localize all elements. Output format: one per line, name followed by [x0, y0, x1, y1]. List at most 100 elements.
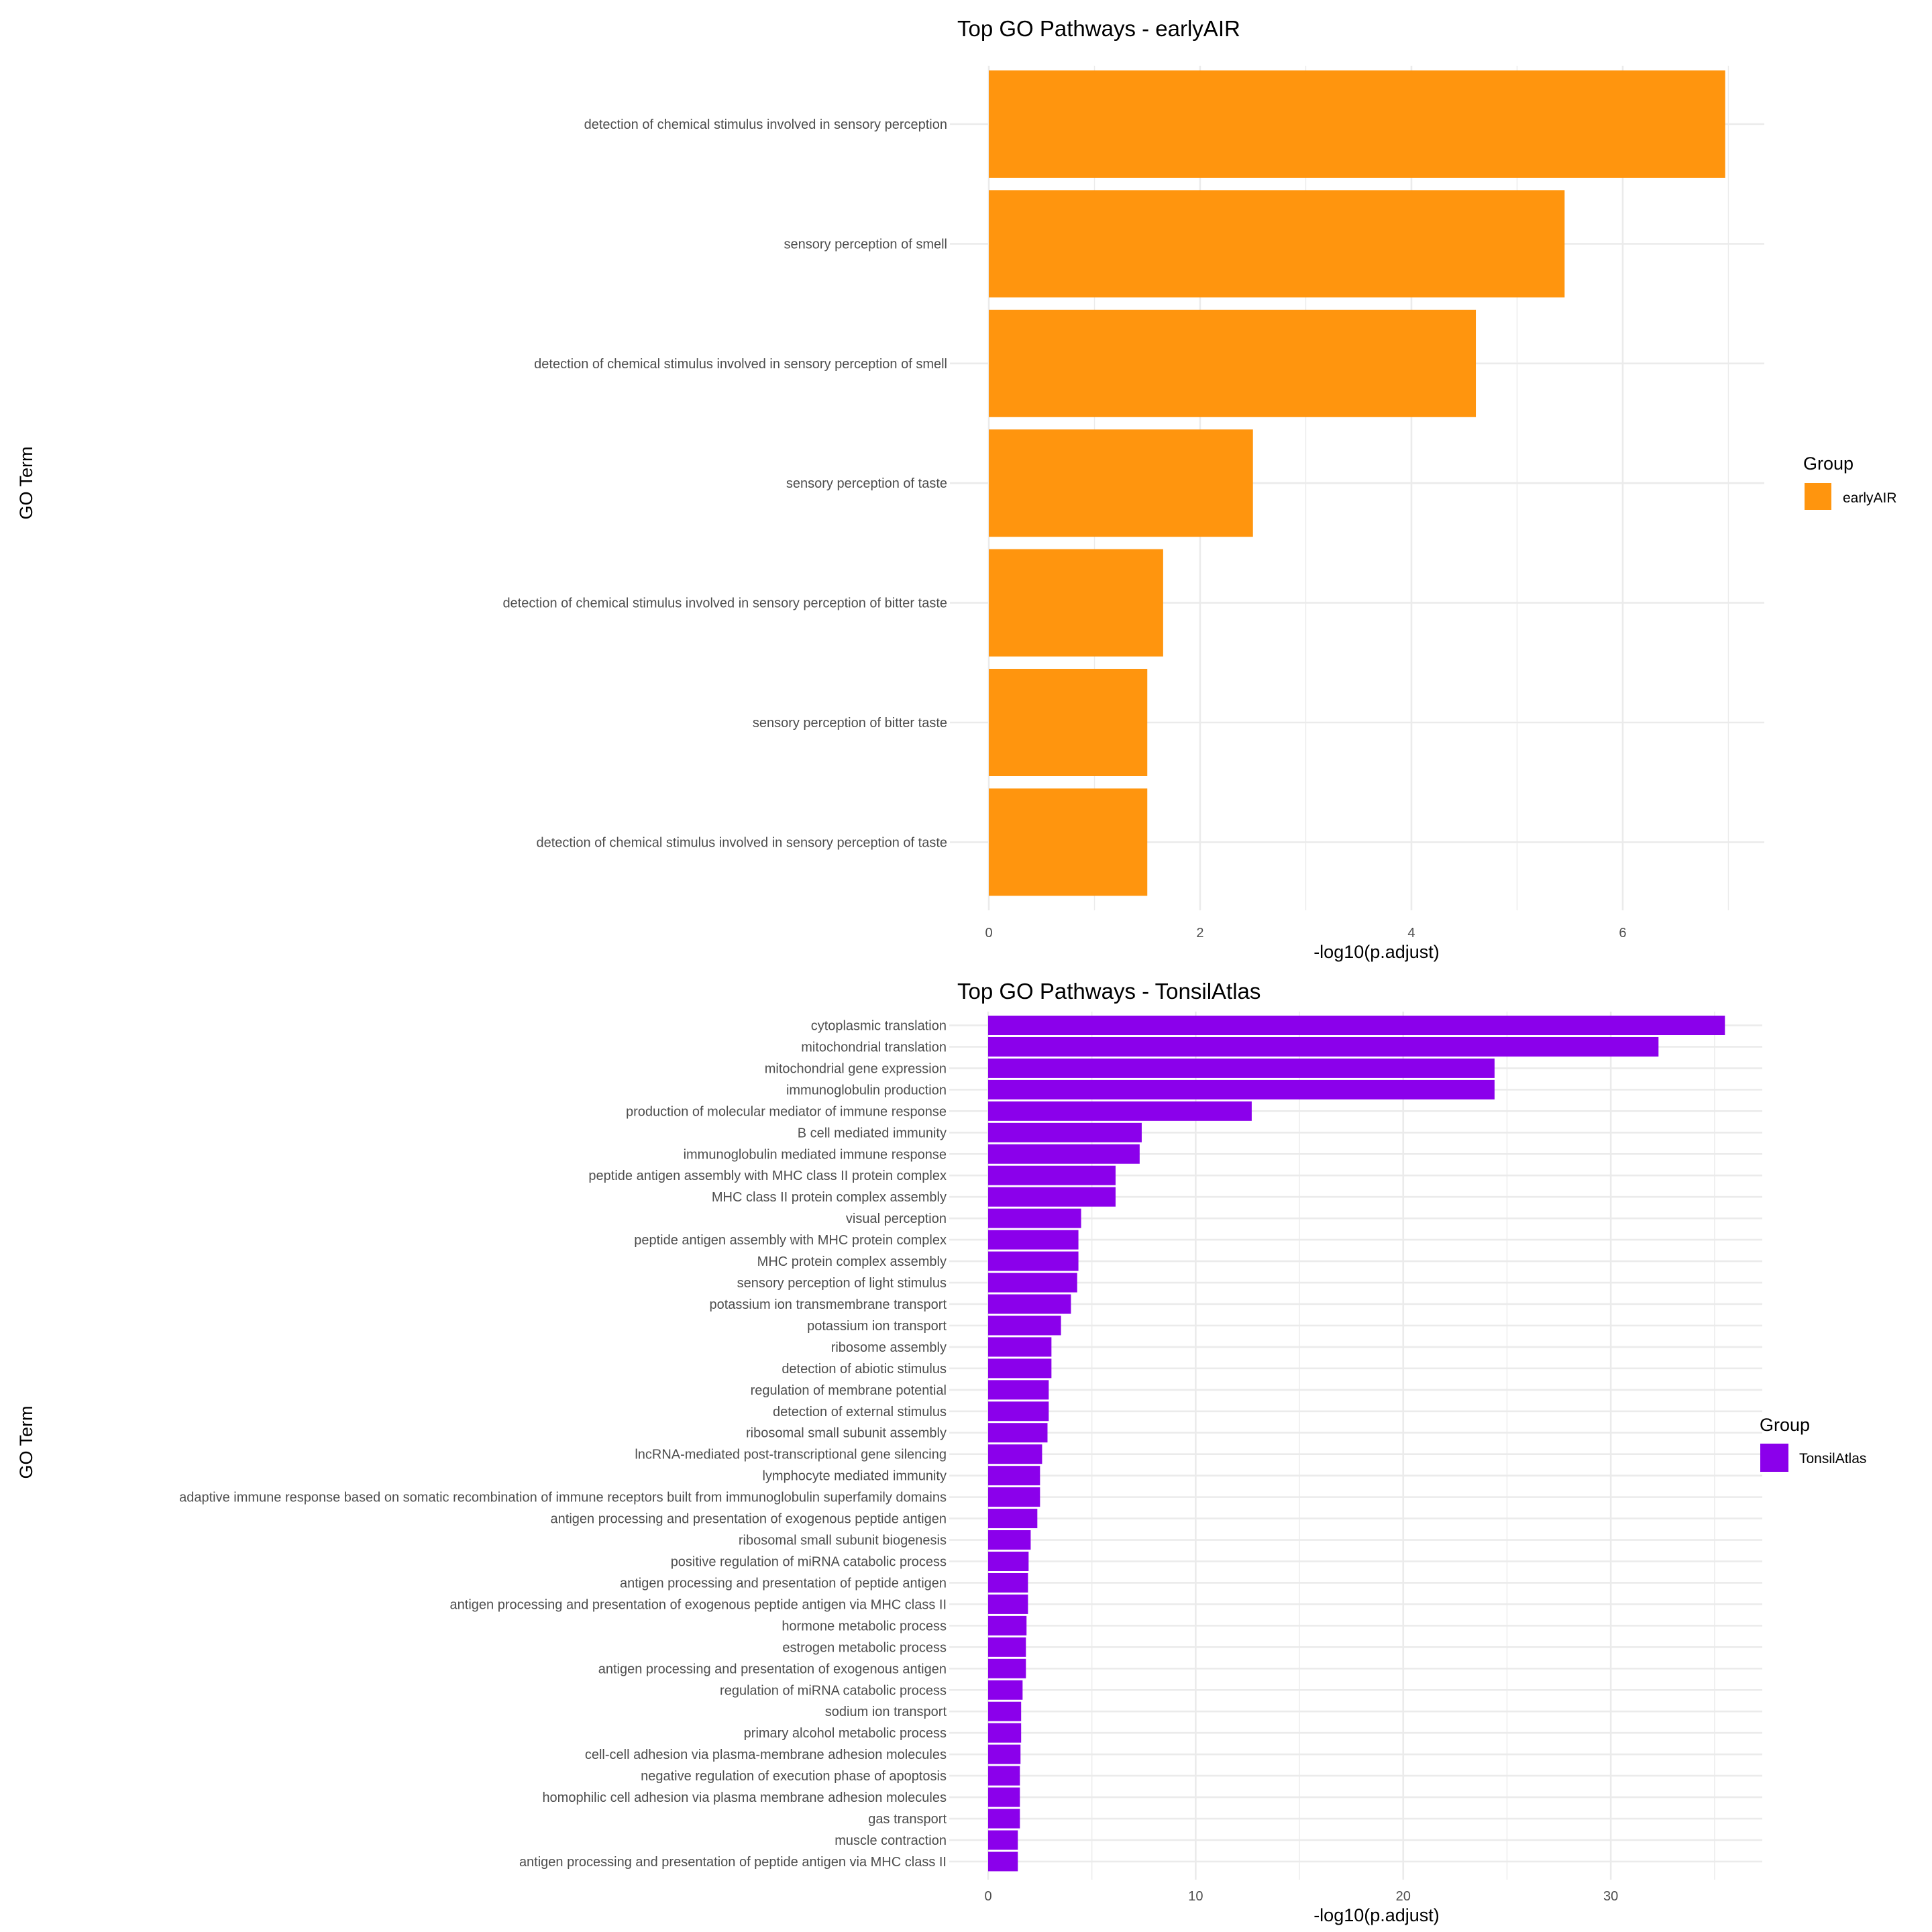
- panel-title: Top GO Pathways - TonsilAtlas: [957, 979, 1260, 1004]
- category-label: detection of external stimulus: [773, 1405, 947, 1419]
- bar: [988, 1187, 1116, 1207]
- category-label: estrogen metabolic process: [782, 1640, 947, 1655]
- bar: [988, 1680, 1023, 1700]
- category-labels: detection of chemical stimulus involved …: [502, 117, 947, 850]
- x-tick-label: 6: [1619, 926, 1626, 941]
- category-label: immunoglobulin mediated immune response: [684, 1147, 947, 1162]
- bar: [988, 1744, 1021, 1764]
- category-label: antigen processing and presentation of e…: [450, 1597, 947, 1612]
- bar: [988, 1466, 1040, 1486]
- category-label: adaptive immune response based on somati…: [179, 1491, 947, 1505]
- bar: [988, 1658, 1026, 1678]
- bar: [988, 1423, 1048, 1443]
- category-label: sensory perception of smell: [784, 237, 947, 252]
- bar: [988, 1487, 1040, 1507]
- bar: [988, 1766, 1020, 1786]
- bar: [988, 1594, 1028, 1614]
- bar: [988, 1358, 1052, 1379]
- bar: [988, 1251, 1079, 1271]
- category-label: immunoglobulin production: [786, 1083, 947, 1097]
- category-label: antigen processing and presentation of e…: [598, 1662, 947, 1676]
- category-label: negative regulation of execution phase o…: [641, 1769, 947, 1784]
- bar: [988, 1337, 1052, 1357]
- category-label: sensory perception of taste: [786, 476, 947, 491]
- legend-label-earlyair: earlyAIR: [1843, 490, 1897, 506]
- x-axis-title: -log10(p.adjust): [1313, 942, 1440, 962]
- bar: [988, 1509, 1038, 1529]
- bar: [988, 1787, 1020, 1807]
- category-label: positive regulation of miRNA catabolic p…: [671, 1555, 947, 1570]
- category-label: potassium ion transmembrane transport: [710, 1297, 947, 1312]
- category-label: sensory perception of light stimulus: [737, 1276, 947, 1291]
- bar: [989, 429, 1253, 537]
- category-label: MHC class II protein complex assembly: [712, 1190, 947, 1205]
- category-label: cell-cell adhesion via plasma-membrane a…: [585, 1748, 947, 1762]
- bar: [989, 549, 1163, 657]
- bar: [988, 1016, 1725, 1035]
- bars: [989, 70, 1725, 896]
- bar: [988, 1273, 1077, 1293]
- legend-label-tonsilatlas: TonsilAtlas: [1799, 1451, 1866, 1466]
- category-label: detection of chemical stimulus involved …: [536, 835, 947, 850]
- category-label: lncRNA-mediated post-transcriptional gen…: [635, 1448, 947, 1462]
- bars: [988, 1016, 1725, 1872]
- bar: [988, 1058, 1495, 1078]
- legend-title: Group: [1803, 453, 1854, 474]
- category-label: homophilic cell adhesion via plasma memb…: [542, 1790, 947, 1805]
- x-tick-labels: 0 2 4 6: [985, 926, 1626, 941]
- category-label: gas transport: [868, 1812, 947, 1827]
- bar: [988, 1036, 1659, 1057]
- bar: [988, 1294, 1071, 1314]
- bar: [988, 1122, 1142, 1142]
- category-label: mitochondrial gene expression: [765, 1061, 947, 1076]
- legend-key-tonsilatlas: [1760, 1444, 1788, 1472]
- bar: [988, 1208, 1081, 1228]
- bar: [988, 1615, 1027, 1635]
- bar: [989, 70, 1725, 178]
- bar: [988, 1316, 1061, 1336]
- category-label: MHC protein complex assembly: [757, 1254, 947, 1269]
- x-tick-labels: 0 10 20 30: [984, 1889, 1618, 1904]
- category-label: ribosomal small subunit biogenesis: [739, 1534, 947, 1548]
- category-label: peptide antigen assembly with MHC protei…: [634, 1233, 947, 1248]
- category-label: visual perception: [846, 1212, 947, 1226]
- y-axis-title: GO Term: [16, 446, 36, 519]
- category-label: antigen processing and presentation of e…: [551, 1512, 947, 1527]
- category-label: regulation of miRNA catabolic process: [720, 1683, 947, 1698]
- panel-title: Top GO Pathways - earlyAIR: [957, 16, 1240, 41]
- bar: [988, 1572, 1028, 1593]
- category-label: sodium ion transport: [825, 1705, 947, 1719]
- bar: [988, 1530, 1031, 1550]
- category-label: primary alcohol metabolic process: [744, 1726, 947, 1741]
- bar: [988, 1079, 1495, 1099]
- bar: [988, 1144, 1140, 1164]
- bar: [988, 1401, 1049, 1421]
- category-label: detection of abiotic stimulus: [782, 1362, 947, 1377]
- legend-title: Group: [1760, 1415, 1810, 1435]
- category-label: muscle contraction: [835, 1833, 947, 1848]
- x-axis-title: -log10(p.adjust): [1313, 1905, 1440, 1925]
- bar: [988, 1444, 1042, 1464]
- bar: [988, 1701, 1022, 1721]
- category-label: detection of chemical stimulus involved …: [534, 357, 947, 372]
- x-tick-label: 0: [984, 1889, 991, 1904]
- category-label: sensory perception of bitter taste: [753, 716, 947, 731]
- bar: [989, 669, 1148, 776]
- y-axis-title: GO Term: [16, 1405, 36, 1479]
- x-tick-label: 2: [1196, 926, 1203, 941]
- category-label: mitochondrial translation: [801, 1040, 947, 1055]
- category-label: detection of chemical stimulus involved …: [584, 117, 947, 132]
- bar: [988, 1637, 1026, 1657]
- category-label: production of molecular mediator of immu…: [626, 1104, 947, 1119]
- bar: [988, 1552, 1029, 1571]
- category-labels: cytoplasmic translation mitochondrial tra…: [179, 1019, 947, 1870]
- x-tick-label: 20: [1396, 1889, 1411, 1904]
- category-label: ribosomal small subunit assembly: [746, 1426, 947, 1441]
- legend: Group TonsilAtlas: [1760, 1415, 1866, 1472]
- x-tick-label: 30: [1603, 1889, 1618, 1904]
- category-label: antigen processing and presentation of p…: [620, 1576, 947, 1591]
- x-tick-label: 0: [985, 926, 992, 941]
- panel-earlyair: Top GO Pathways - earlyAIR detection of …: [16, 16, 1897, 962]
- legend: Group earlyAIR: [1803, 453, 1897, 510]
- bar: [988, 1165, 1116, 1185]
